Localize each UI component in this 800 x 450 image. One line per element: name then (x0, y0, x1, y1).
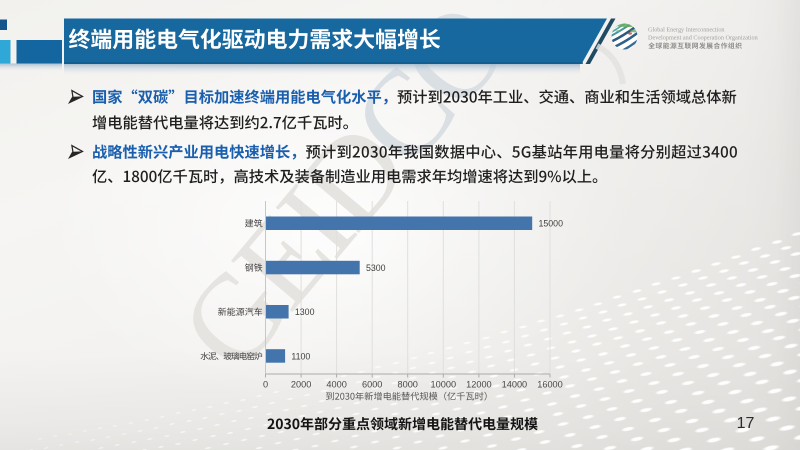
svg-text:1100: 1100 (291, 351, 310, 361)
svg-text:4000: 4000 (326, 380, 346, 390)
svg-text:17: 17 (737, 415, 755, 432)
svg-text:5300: 5300 (366, 263, 386, 273)
svg-text:8000: 8000 (397, 380, 417, 390)
svg-text:15000: 15000 (539, 219, 564, 229)
svg-text:0: 0 (263, 380, 268, 390)
svg-text:1300: 1300 (295, 307, 315, 317)
svg-text:Global Energy Interconnection: Global Energy Interconnection (648, 27, 725, 34)
svg-text:10000: 10000 (431, 380, 457, 390)
svg-text:6000: 6000 (362, 380, 382, 390)
svg-text:16000: 16000 (537, 380, 563, 390)
svg-text:12000: 12000 (466, 380, 492, 390)
svg-text:2000: 2000 (291, 380, 311, 390)
svg-text:14000: 14000 (502, 380, 528, 390)
svg-text:Development and Cooperation Or: Development and Cooperation Organization (648, 34, 758, 41)
